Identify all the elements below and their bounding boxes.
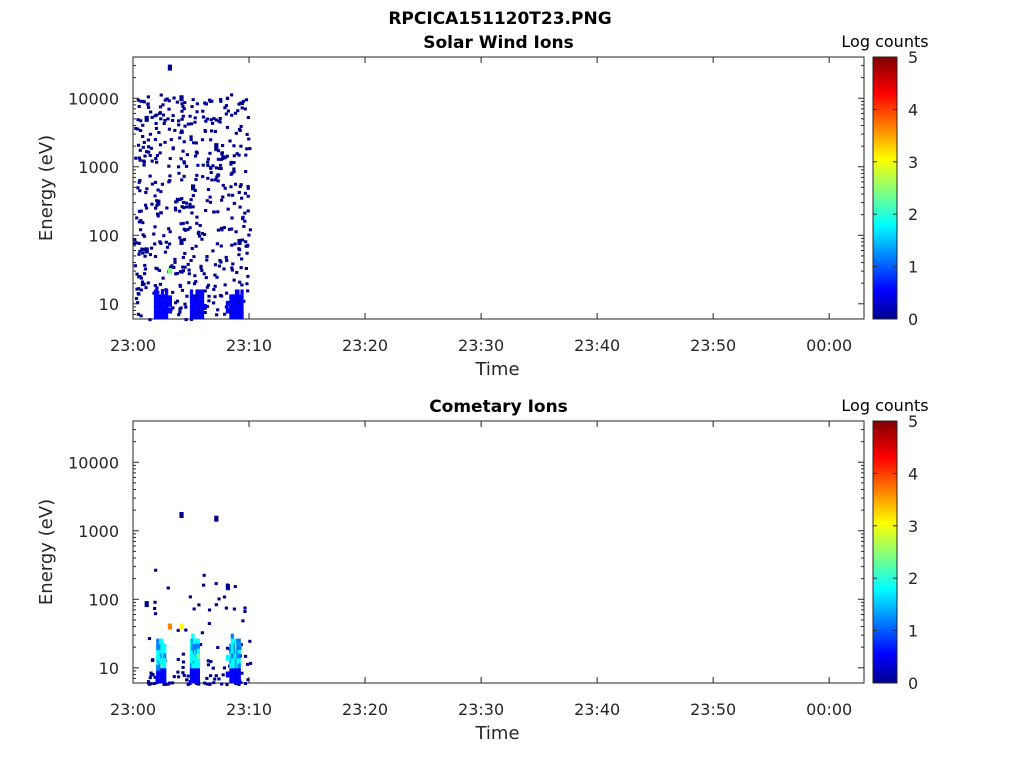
x-tick-label: 00:00 — [806, 700, 852, 719]
data-cell — [191, 184, 196, 191]
colorbar-tick-label: 0 — [908, 310, 918, 329]
data-cell — [225, 307, 231, 314]
colorbar-tick-label: 1 — [908, 622, 918, 641]
data-cell — [237, 295, 242, 302]
y-tick-label: 100 — [88, 226, 119, 245]
x-tick-label: 23:30 — [458, 700, 504, 719]
y-tick-label: 1000 — [78, 158, 119, 177]
panel-title: Solar Wind Ions — [423, 33, 574, 53]
y-tick-label: 1000 — [78, 522, 119, 541]
x-tick-label: 23:00 — [110, 700, 156, 719]
spectrogram-bars — [156, 633, 241, 683]
colorbar-tick-label: 1 — [908, 258, 918, 277]
data-cell — [167, 268, 173, 275]
colorbar-tick-label: 2 — [908, 569, 918, 588]
data-cell — [179, 511, 184, 518]
y-tick-label: 10000 — [68, 89, 119, 108]
colorbar-label: Log counts — [841, 32, 928, 51]
data-cell — [237, 303, 242, 310]
plot-area — [132, 56, 865, 320]
data-cell — [156, 654, 161, 661]
data-cell — [156, 295, 161, 302]
data-cell — [225, 654, 231, 661]
data-cell — [156, 307, 161, 314]
x-tick-label: 23:50 — [690, 700, 736, 719]
data-cell — [191, 644, 196, 651]
colorbar-label: Log counts — [841, 396, 928, 415]
x-tick-label: 23:10 — [226, 700, 272, 719]
colorbar-tick-label: 5 — [908, 412, 918, 431]
colorbar-tick-label: 2 — [908, 205, 918, 224]
data-points — [144, 64, 242, 314]
data-cell — [167, 623, 173, 630]
data-cell — [191, 654, 196, 661]
data-cell — [191, 295, 196, 302]
data-cell — [144, 247, 149, 254]
data-points — [144, 511, 242, 678]
data-cell — [179, 95, 184, 102]
spectrogram-speckle — [146, 568, 253, 686]
panel-title: Cometary Ions — [429, 397, 568, 417]
data-cell — [237, 644, 242, 651]
data-cell — [167, 64, 173, 71]
x-tick-label: 23:10 — [226, 336, 272, 355]
y-axis-label: Energy (eV) — [36, 135, 57, 241]
data-cell — [156, 199, 161, 206]
panel-1: Solar Wind Ions 23:00 23:10 23:20 23:30 23:40… — [36, 32, 929, 380]
data-cell — [202, 303, 207, 310]
y-tick-label: 10 — [99, 659, 119, 678]
data-cell — [191, 307, 196, 314]
colorbar-tick-label: 0 — [908, 674, 918, 693]
figure-title: RPCICA151120T23.PNG — [388, 9, 611, 29]
colorbar-tick-label: 5 — [908, 48, 918, 67]
colorbar-tick-label: 4 — [908, 100, 918, 119]
x-tick-label: 23:20 — [342, 700, 388, 719]
data-cell — [144, 601, 149, 608]
data-cell — [156, 664, 161, 671]
data-cell — [144, 115, 149, 122]
x-tick-label: 23:00 — [110, 336, 156, 355]
data-cell — [191, 671, 196, 678]
x-tick-label: 00:00 — [806, 336, 852, 355]
data-cell — [225, 584, 231, 591]
plot-area — [132, 420, 865, 684]
data-cell — [156, 303, 161, 310]
x-tick-label: 23:40 — [574, 700, 620, 719]
x-axis-label: Time — [474, 723, 519, 744]
data-cell — [167, 300, 173, 307]
y-axis-label: Energy (eV) — [36, 499, 57, 605]
data-cell — [156, 671, 161, 678]
data-cell — [179, 238, 184, 245]
data-cell — [214, 143, 219, 150]
colorbar-tick-label: 3 — [908, 153, 918, 172]
data-cell — [225, 671, 231, 678]
data-cell — [167, 295, 173, 302]
x-tick-label: 23:20 — [342, 336, 388, 355]
data-cell — [214, 515, 219, 522]
data-cell — [191, 300, 196, 307]
x-tick-label: 23:30 — [458, 336, 504, 355]
x-axis-label: Time — [474, 359, 519, 380]
y-tick-label: 10 — [99, 295, 119, 314]
y-tick-label: 10000 — [68, 453, 119, 472]
data-cell — [167, 307, 173, 314]
data-cell — [179, 623, 184, 630]
colorbar-tick-label: 3 — [908, 517, 918, 536]
data-cell — [225, 300, 231, 307]
data-cell — [156, 644, 161, 651]
plots-container: Solar Wind Ions 23:00 23:10 23:20 23:30 23:40… — [36, 32, 929, 744]
data-cell — [156, 300, 161, 307]
colorbar-tick-label: 4 — [908, 464, 918, 483]
y-tick-label: 100 — [88, 590, 119, 609]
x-tick-label: 23:40 — [574, 336, 620, 355]
x-tick-label: 23:50 — [690, 336, 736, 355]
data-cell — [237, 238, 242, 245]
